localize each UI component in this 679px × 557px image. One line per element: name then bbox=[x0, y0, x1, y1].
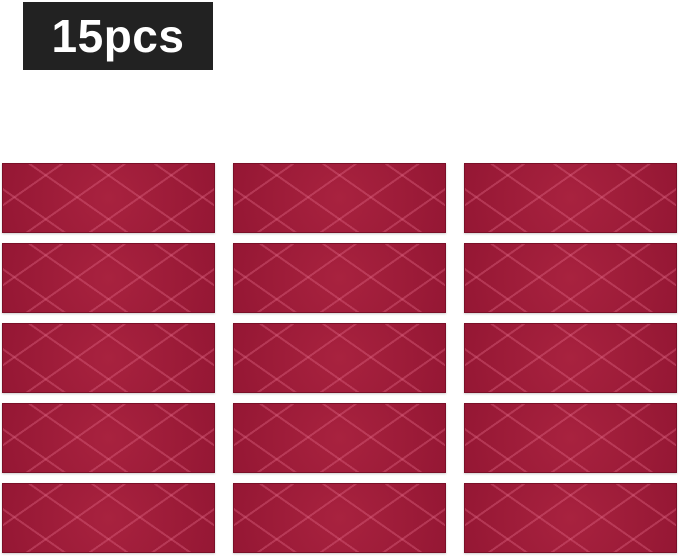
stair-tread-mat bbox=[2, 323, 215, 393]
stair-tread-mat bbox=[464, 483, 677, 553]
stair-tread-mat bbox=[2, 243, 215, 313]
stair-tread-mat bbox=[464, 323, 677, 393]
stair-tread-mat bbox=[233, 403, 446, 473]
stair-tread-mat bbox=[464, 243, 677, 313]
stair-tread-mat bbox=[464, 403, 677, 473]
stair-tread-mat-grid bbox=[2, 163, 677, 553]
stair-tread-mat bbox=[2, 163, 215, 233]
stair-tread-mat bbox=[233, 483, 446, 553]
stair-tread-mat bbox=[233, 323, 446, 393]
stair-tread-mat bbox=[2, 403, 215, 473]
stair-tread-mat bbox=[2, 483, 215, 553]
stair-tread-mat bbox=[233, 163, 446, 233]
stair-tread-mat bbox=[233, 243, 446, 313]
quantity-badge: 15pcs bbox=[23, 2, 213, 70]
stair-tread-mat bbox=[464, 163, 677, 233]
